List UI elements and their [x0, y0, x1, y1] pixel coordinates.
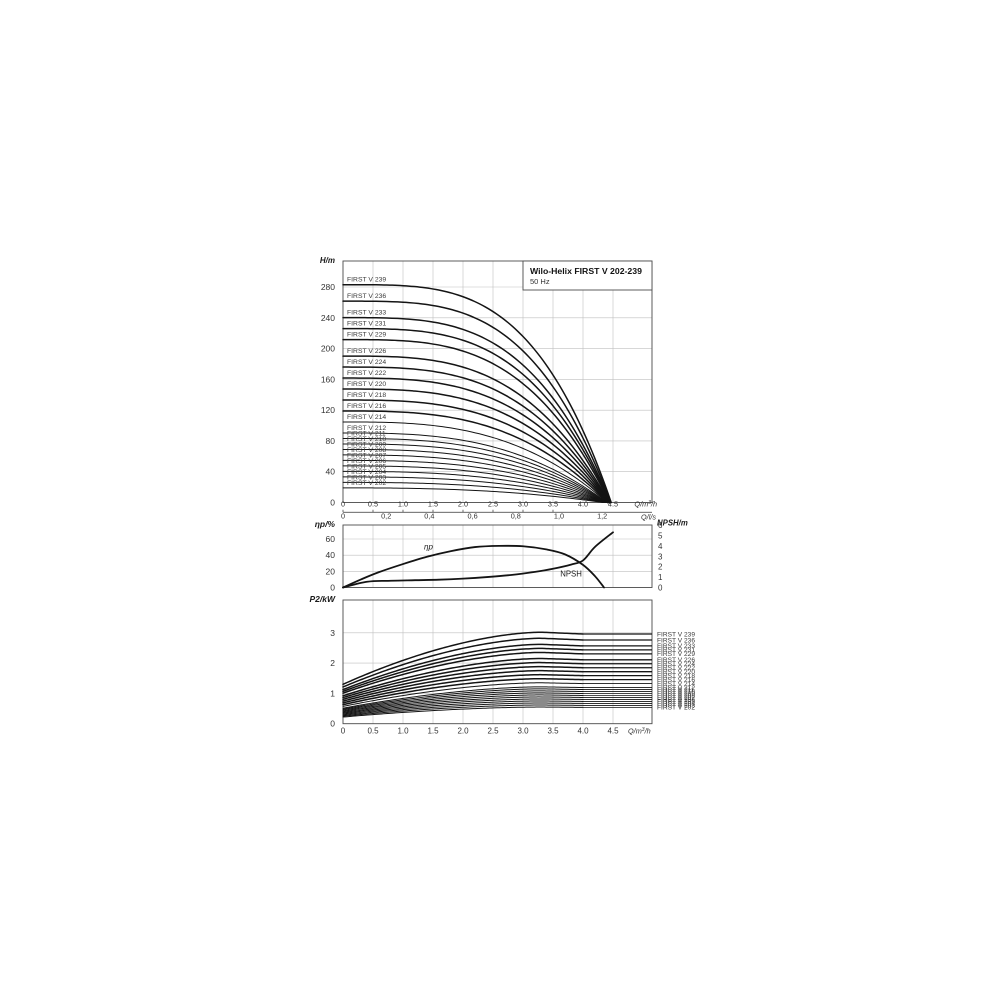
svg-text:Q/l/s: Q/l/s	[641, 512, 656, 521]
svg-text:5: 5	[658, 531, 663, 540]
svg-text:1: 1	[658, 573, 663, 582]
svg-text:FIRST V 218: FIRST V 218	[347, 392, 386, 399]
svg-text:0: 0	[330, 498, 335, 508]
svg-text:1.5: 1.5	[427, 727, 439, 736]
svg-text:FIRST V 239: FIRST V 239	[347, 277, 386, 284]
svg-text:0: 0	[330, 583, 335, 593]
svg-text:FIRST V 233: FIRST V 233	[347, 310, 386, 317]
svg-text:FIRST V 236: FIRST V 236	[347, 293, 386, 300]
svg-text:FIRST V 202: FIRST V 202	[657, 705, 695, 712]
svg-text:4.0: 4.0	[577, 727, 589, 736]
svg-text:0.5: 0.5	[367, 727, 379, 736]
svg-text:3: 3	[658, 552, 663, 561]
svg-text:6: 6	[658, 521, 663, 530]
svg-text:280: 280	[321, 282, 335, 292]
svg-text:FIRST V 214: FIRST V 214	[347, 414, 386, 421]
svg-text:2: 2	[330, 658, 335, 668]
svg-text:FIRST V 231: FIRST V 231	[347, 321, 386, 328]
svg-text:20: 20	[326, 566, 336, 576]
svg-text:0,6: 0,6	[468, 511, 478, 520]
svg-text:1,2: 1,2	[597, 511, 607, 520]
svg-text:FIRST V 224: FIRST V 224	[347, 359, 386, 366]
svg-text:1: 1	[330, 688, 335, 698]
svg-text:80: 80	[326, 436, 336, 446]
svg-text:40: 40	[326, 467, 336, 477]
svg-text:3.5: 3.5	[547, 727, 559, 736]
svg-text:3.0: 3.0	[517, 727, 529, 736]
svg-text:FIRST V 216: FIRST V 216	[347, 403, 386, 410]
svg-text:4.5: 4.5	[607, 727, 619, 736]
svg-text:0,8: 0,8	[511, 511, 521, 520]
svg-text:NPSH: NPSH	[560, 570, 582, 579]
svg-text:Q/m3/h: Q/m3/h	[634, 500, 657, 509]
svg-text:1.0: 1.0	[397, 727, 409, 736]
svg-text:ηp/%: ηp/%	[315, 519, 336, 529]
svg-text:2.5: 2.5	[487, 727, 499, 736]
svg-text:240: 240	[321, 313, 335, 323]
svg-text:60: 60	[326, 534, 336, 544]
svg-text:FIRST V 220: FIRST V 220	[347, 381, 386, 388]
svg-text:1,0: 1,0	[554, 511, 564, 520]
svg-text:FIRST V 202: FIRST V 202	[347, 480, 386, 487]
svg-text:0,2: 0,2	[381, 511, 391, 520]
svg-text:FIRST V 226: FIRST V 226	[347, 348, 386, 355]
svg-text:0.5: 0.5	[368, 500, 378, 509]
svg-text:3: 3	[330, 628, 335, 638]
svg-text:0: 0	[341, 727, 346, 736]
svg-text:200: 200	[321, 344, 335, 354]
svg-text:3.0: 3.0	[518, 500, 528, 509]
svg-text:1.0: 1.0	[398, 500, 408, 509]
svg-text:3.5: 3.5	[548, 500, 558, 509]
svg-text:2: 2	[658, 563, 663, 572]
svg-text:Wilo-Helix FIRST V 202-239: Wilo-Helix FIRST V 202-239	[530, 266, 642, 276]
svg-text:120: 120	[321, 405, 335, 415]
svg-text:2.0: 2.0	[458, 500, 468, 509]
svg-text:ηp: ηp	[424, 543, 433, 552]
svg-text:P2/kW: P2/kW	[309, 594, 335, 604]
svg-text:1.5: 1.5	[428, 500, 438, 509]
svg-text:FIRST V 222: FIRST V 222	[347, 370, 386, 377]
svg-text:0: 0	[658, 584, 663, 593]
svg-text:0: 0	[341, 500, 345, 509]
svg-text:0,4: 0,4	[424, 511, 434, 520]
svg-text:4: 4	[658, 542, 663, 551]
svg-text:4.0: 4.0	[578, 500, 588, 509]
svg-text:2.5: 2.5	[488, 500, 498, 509]
svg-text:50 Hz: 50 Hz	[530, 277, 550, 286]
svg-text:H/m: H/m	[320, 256, 335, 265]
svg-text:40: 40	[326, 550, 336, 560]
svg-text:2.0: 2.0	[457, 727, 469, 736]
svg-text:FIRST V 229: FIRST V 229	[347, 332, 386, 339]
svg-text:0: 0	[341, 511, 345, 520]
svg-text:0: 0	[330, 719, 335, 729]
svg-text:160: 160	[321, 374, 335, 384]
svg-text:Q/m3/h: Q/m3/h	[628, 727, 651, 736]
